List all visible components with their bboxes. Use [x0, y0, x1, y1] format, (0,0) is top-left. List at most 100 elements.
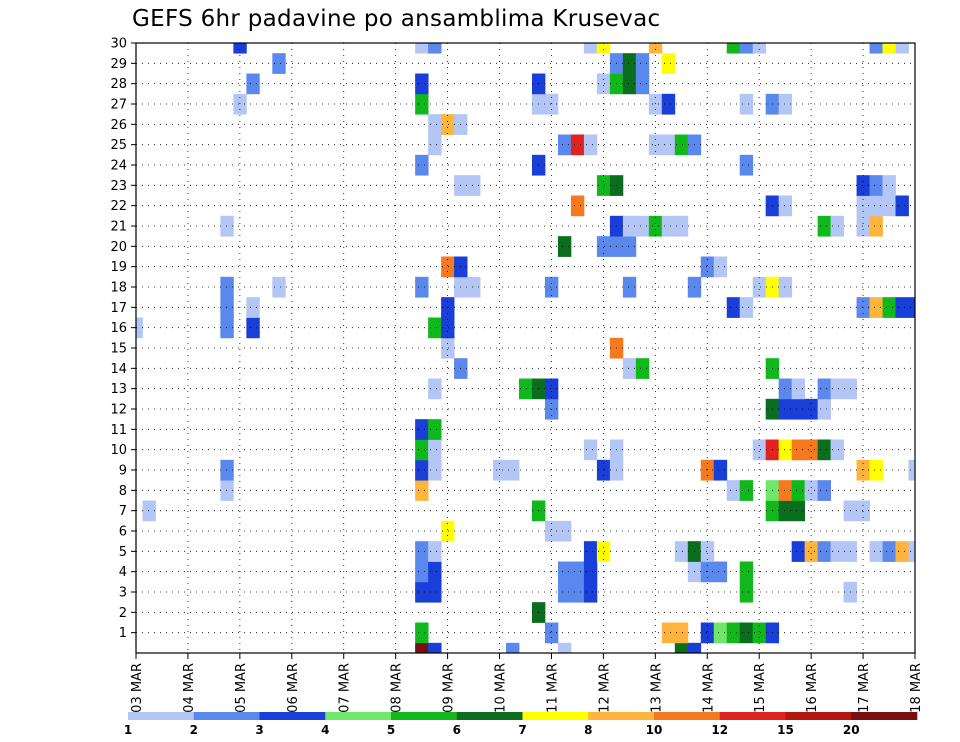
heatmap-cell — [895, 541, 909, 562]
heatmap-cell — [467, 175, 481, 196]
y-tick-label: 17 — [110, 301, 127, 316]
y-tick-label: 19 — [110, 260, 127, 275]
heatmap-cell — [557, 561, 572, 583]
heatmap-cell — [519, 378, 533, 400]
heatmap-cell — [220, 276, 234, 298]
heatmap-cell — [869, 459, 883, 481]
colorbar-label: 10 — [646, 723, 663, 737]
heatmap-cell — [869, 541, 883, 562]
colorbar-label: 12 — [711, 723, 728, 737]
heatmap-cell — [895, 43, 909, 54]
colorbar-label: 8 — [584, 723, 592, 737]
heatmap-cell — [830, 439, 844, 461]
heatmap-cell — [713, 256, 728, 278]
x-tick-label: 15 MAR — [753, 663, 768, 713]
y-tick-label: 13 — [110, 382, 127, 397]
colorbar-label: 20 — [843, 723, 860, 737]
heatmap-cell — [246, 297, 260, 318]
heatmap-cell — [648, 215, 663, 237]
heatmap-cell — [856, 215, 870, 237]
y-tick-label: 18 — [110, 281, 127, 296]
heatmap-cell — [246, 317, 260, 339]
heatmap-cell — [415, 93, 429, 115]
heatmap-cell — [570, 581, 585, 603]
heatmap-cell — [869, 43, 883, 54]
heatmap-cell — [415, 581, 429, 603]
heatmap-cell — [778, 480, 793, 501]
y-tick-label: 8 — [119, 484, 127, 499]
heatmap-cell — [817, 480, 832, 501]
heatmap-cell — [804, 439, 819, 461]
heatmap-cell — [635, 215, 650, 237]
heatmap-cell — [726, 43, 741, 54]
heatmap-cell — [441, 256, 455, 278]
heatmap-cell — [557, 520, 572, 542]
colorbar-label: 3 — [255, 723, 263, 737]
x-tick-label: 18 MAR — [909, 663, 924, 713]
y-tick-label: 24 — [110, 159, 127, 174]
y-tick-label: 10 — [110, 443, 127, 458]
heatmap-cell — [804, 480, 819, 501]
heatmap-cell — [557, 236, 572, 257]
colorbar-swatch — [851, 712, 918, 720]
heatmap-cell — [635, 53, 650, 74]
colorbar-swatch — [259, 712, 326, 720]
heatmap-cell — [415, 154, 429, 176]
heatmap-cell — [635, 73, 650, 95]
heatmap-cell — [739, 93, 754, 115]
heatmap-cell — [908, 297, 915, 318]
heatmap-cell — [220, 459, 234, 481]
heatmap-cell — [648, 93, 663, 115]
heatmap-cell — [415, 459, 429, 481]
y-tick-label: 9 — [119, 464, 127, 479]
y-tick-label: 16 — [110, 321, 127, 336]
heatmap-cell — [544, 276, 559, 298]
heatmap-cell — [622, 53, 637, 74]
heatmap-cell — [687, 642, 702, 653]
heatmap-cell — [830, 215, 844, 237]
y-tick-label: 27 — [110, 98, 127, 113]
heatmap-cell — [570, 134, 585, 156]
heatmap-cell — [622, 358, 637, 379]
heatmap-cell — [882, 297, 896, 318]
colorbar: 1 2 3 4 5 6 7 8 10 12 15 20 — [124, 712, 918, 737]
heatmap-cell — [817, 378, 832, 400]
heatmap-cell — [713, 622, 728, 644]
heatmap-cell — [674, 622, 689, 644]
heatmap-cell — [830, 541, 844, 562]
colorbar-swatch — [193, 712, 260, 720]
heatmap-cell — [817, 398, 832, 420]
heatmap-cell — [428, 439, 442, 461]
heatmap-cell — [830, 378, 844, 400]
colorbar-swatch — [391, 712, 458, 720]
heatmap-cell — [726, 480, 741, 501]
heatmap-cell — [739, 581, 754, 603]
y-axis-ticks: 1234567891011121314151617181920212223242… — [110, 37, 136, 641]
heatmap-cell — [739, 622, 754, 644]
heatmap-cell — [596, 43, 611, 54]
heatmap-cell — [856, 500, 870, 522]
heatmap-cell — [415, 541, 429, 562]
heatmap-cell — [596, 459, 611, 481]
heatmap-cell — [869, 175, 883, 196]
heatmap-cell — [220, 215, 234, 237]
heatmap-cell — [844, 13, 857, 34]
heatmap-cell — [882, 195, 896, 217]
heatmap-cell — [882, 175, 896, 196]
colorbar-label: 6 — [453, 723, 461, 737]
heatmap-cell — [428, 419, 442, 440]
heatmap-cell — [272, 53, 286, 74]
colorbar-swatch — [325, 712, 392, 720]
heatmap-cell — [415, 480, 429, 501]
heatmap-cell — [583, 134, 598, 156]
heatmap-cell — [441, 114, 455, 135]
x-tick-label: 17 MAR — [857, 663, 872, 713]
y-tick-label: 11 — [110, 423, 127, 438]
heatmap-cell — [700, 541, 715, 562]
heatmap-cell — [726, 622, 741, 644]
heatmap-cell — [752, 622, 767, 644]
heatmap-cell — [428, 378, 442, 400]
heatmap-cell — [142, 500, 156, 522]
heatmap-cell — [778, 276, 793, 298]
